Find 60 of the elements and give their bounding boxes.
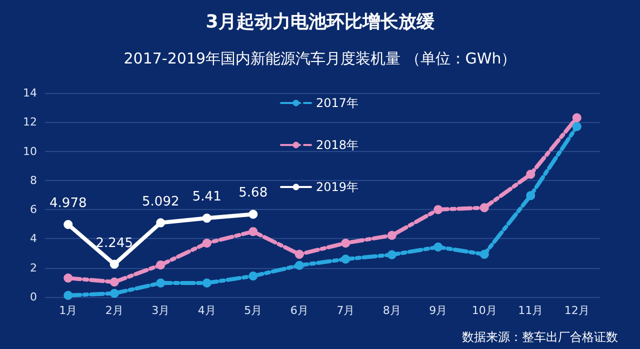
legend-label: 2019年 xyxy=(316,180,359,194)
y-tick-label: 12 xyxy=(23,116,37,129)
point xyxy=(110,288,119,298)
chart-subtitle: 2017-2019年国内新能源汽车月度装机量 （单位：GWh） xyxy=(124,50,516,68)
legend-label: 2018年 xyxy=(316,138,359,152)
point xyxy=(434,205,443,214)
point xyxy=(341,238,350,248)
x-tick-label: 11月 xyxy=(518,304,544,317)
point xyxy=(434,242,443,252)
y-tick-label: 2 xyxy=(30,261,37,274)
data-label: 5.41 xyxy=(192,190,222,205)
point xyxy=(294,260,304,270)
point xyxy=(202,238,212,248)
point xyxy=(156,278,166,288)
source-note: 数据来源：整车出厂合格证数 xyxy=(462,330,618,344)
point xyxy=(526,170,536,179)
point xyxy=(248,210,258,219)
x-tick-label: 2月 xyxy=(105,304,124,317)
point xyxy=(202,214,212,223)
x-tick-label: 6月 xyxy=(290,304,308,317)
x-tick-label: 7月 xyxy=(336,304,355,317)
x-tick-label: 3月 xyxy=(152,304,170,317)
point xyxy=(248,272,258,281)
point xyxy=(294,250,304,259)
point xyxy=(480,250,489,259)
point xyxy=(480,203,489,212)
y-tick-label: 10 xyxy=(23,144,37,158)
x-tick-label: 5月 xyxy=(244,304,262,317)
point xyxy=(64,290,73,300)
point xyxy=(572,113,582,122)
point xyxy=(156,218,166,228)
y-tick-label: 4 xyxy=(30,232,37,246)
y-tick-label: 8 xyxy=(30,174,37,187)
y-tick-label: 6 xyxy=(30,203,37,216)
point xyxy=(202,278,212,288)
x-tick-label: 9月 xyxy=(429,304,448,317)
data-label: 4.978 xyxy=(50,196,87,211)
point xyxy=(526,191,536,200)
x-tick-label: 10月 xyxy=(472,304,497,317)
point xyxy=(64,220,73,229)
point xyxy=(248,227,258,236)
data-label: 5.68 xyxy=(238,186,268,201)
point xyxy=(572,122,582,132)
y-tick-label: 14 xyxy=(23,86,37,100)
chart-title: 3月起动力电池环比增长放缓 xyxy=(206,12,436,32)
x-tick-label: 4月 xyxy=(198,304,216,317)
legend-label: 2017年 xyxy=(316,96,359,110)
point xyxy=(156,260,166,270)
point xyxy=(387,250,396,260)
x-tick-label: 12月 xyxy=(564,304,590,317)
x-tick-label: 8月 xyxy=(382,304,401,317)
y-tick-label: 0 xyxy=(30,290,37,304)
point xyxy=(110,260,119,269)
point xyxy=(387,230,396,240)
point xyxy=(110,277,119,286)
point xyxy=(341,254,350,264)
x-tick-label: 1月 xyxy=(59,304,78,317)
data-label: 5.092 xyxy=(142,194,180,210)
data-label: 2.245 xyxy=(96,236,133,251)
point xyxy=(64,274,73,283)
